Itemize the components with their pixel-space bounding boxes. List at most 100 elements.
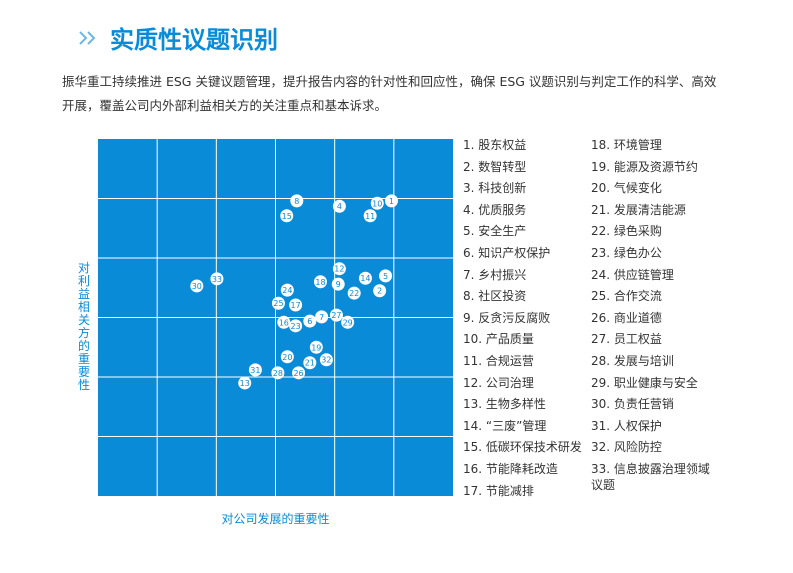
point-label: 13 [240, 379, 250, 388]
point-label: 14 [360, 274, 370, 283]
point [271, 366, 285, 380]
point-label: 17 [291, 301, 301, 310]
legend-item: 20. 气候变化 [591, 181, 662, 196]
title-icon [79, 31, 96, 45]
point-label: 28 [273, 369, 283, 378]
point [315, 310, 329, 324]
point [277, 315, 291, 329]
point-label: 11 [365, 212, 375, 221]
point-label: 6 [307, 317, 312, 326]
legend-item: 9. 反贪污反腐败 [463, 310, 551, 325]
point-label: 33 [212, 275, 222, 284]
point-label: 2 [377, 287, 382, 296]
legend-item: 30. 负责任营销 [591, 397, 674, 412]
point [373, 284, 387, 298]
point [341, 315, 355, 329]
point [248, 363, 262, 377]
point [190, 279, 204, 293]
point [289, 319, 303, 333]
legend-item: 11. 合规运营 [463, 354, 534, 368]
point-label: 16 [279, 318, 289, 327]
point [313, 275, 327, 289]
legend-item: 29. 职业健康与安全 [591, 375, 698, 390]
point-label: 1 [389, 197, 394, 206]
point-label: 18 [315, 278, 325, 287]
point [319, 353, 333, 367]
point [331, 277, 345, 291]
point [280, 209, 294, 223]
legend-item: 22. 绿色采购 [591, 224, 662, 239]
point [280, 350, 294, 364]
point-label: 10 [372, 199, 382, 208]
point [309, 340, 323, 354]
legend-item: 32. 风险防控 [591, 440, 662, 455]
point [363, 209, 377, 223]
point [347, 286, 361, 300]
legend-item: 1. 股东权益 [463, 138, 527, 152]
legend-item: 23. 绿色办公 [591, 246, 662, 260]
point [289, 298, 303, 312]
point [280, 283, 294, 297]
legend-item: 31. 人权保护 [591, 418, 662, 433]
legend-item: 13. 生物多样性 [463, 397, 546, 412]
point-label: 5 [383, 272, 388, 281]
point [210, 272, 224, 286]
legend-item: 19. 能源及资源节约 [591, 159, 698, 174]
point-label: 25 [273, 299, 283, 308]
point-label: 29 [343, 318, 353, 327]
point [271, 296, 285, 310]
legend-item: 2. 数智转型 [463, 159, 527, 174]
legend-item: 10. 产品质量 [463, 332, 534, 347]
legend-item: 25. 合作交流 [591, 289, 662, 304]
x-axis-label: 对公司发展的重要性 [221, 512, 330, 526]
point-label: 26 [293, 369, 303, 378]
point [384, 194, 398, 208]
point-label: 32 [321, 356, 331, 365]
point-label: 19 [311, 343, 321, 352]
point [329, 308, 343, 322]
legend-item: 24. 供应链管理 [591, 267, 674, 282]
legend-item: 16. 节能降耗改造 [463, 462, 558, 476]
legend-item: 28. 发展与培训 [591, 354, 674, 368]
legend-item: 14. “三废”管理 [463, 418, 547, 433]
point-label: 8 [294, 197, 299, 206]
point-label: 7 [319, 313, 324, 322]
point [303, 356, 317, 370]
point [379, 269, 393, 283]
point-label: 31 [250, 366, 260, 375]
legend-item: 3. 科技创新 [463, 181, 527, 196]
point-label: 27 [331, 311, 341, 320]
legend-item: 8. 社区投资 [463, 289, 527, 304]
legend-item: 21. 发展清洁能源 [591, 202, 686, 217]
point-label: 9 [336, 280, 341, 289]
title: 实质性议题识别 [110, 26, 278, 54]
legend-item: 15. 低碳环保技术研发 [463, 440, 582, 455]
point-label: 30 [192, 282, 202, 291]
point [238, 376, 252, 390]
intro: 振华重工持续推进 ESG 关键议题管理，提升报告内容的针对性和回应性，确保 ES… [62, 74, 717, 113]
legend-item: 17. 节能减排 [463, 483, 534, 498]
point [290, 194, 304, 208]
point [332, 262, 346, 276]
legend-item: 7. 乡村振兴 [463, 267, 527, 282]
point-label: 23 [291, 322, 301, 331]
point [370, 196, 384, 210]
point-label: 21 [305, 359, 315, 368]
point [292, 366, 306, 380]
point-label: 24 [282, 286, 292, 295]
point [332, 199, 346, 213]
legend-item: 27. 员工权益 [591, 332, 662, 347]
point-label: 15 [282, 212, 292, 221]
point-label: 4 [337, 202, 342, 211]
legend-item: 4. 优质服务 [463, 202, 527, 217]
point-label: 22 [349, 289, 359, 298]
legend-item: 12. 公司治理 [463, 375, 534, 390]
point [358, 271, 372, 285]
legend-item: 26. 商业道德 [591, 310, 662, 325]
legend-item: 5. 安全生产 [463, 224, 527, 239]
y-axis-label: 对利益相关方的重要性 [78, 261, 91, 392]
point-label: 20 [282, 353, 292, 362]
legend-item: 18. 环境管理 [591, 138, 662, 152]
